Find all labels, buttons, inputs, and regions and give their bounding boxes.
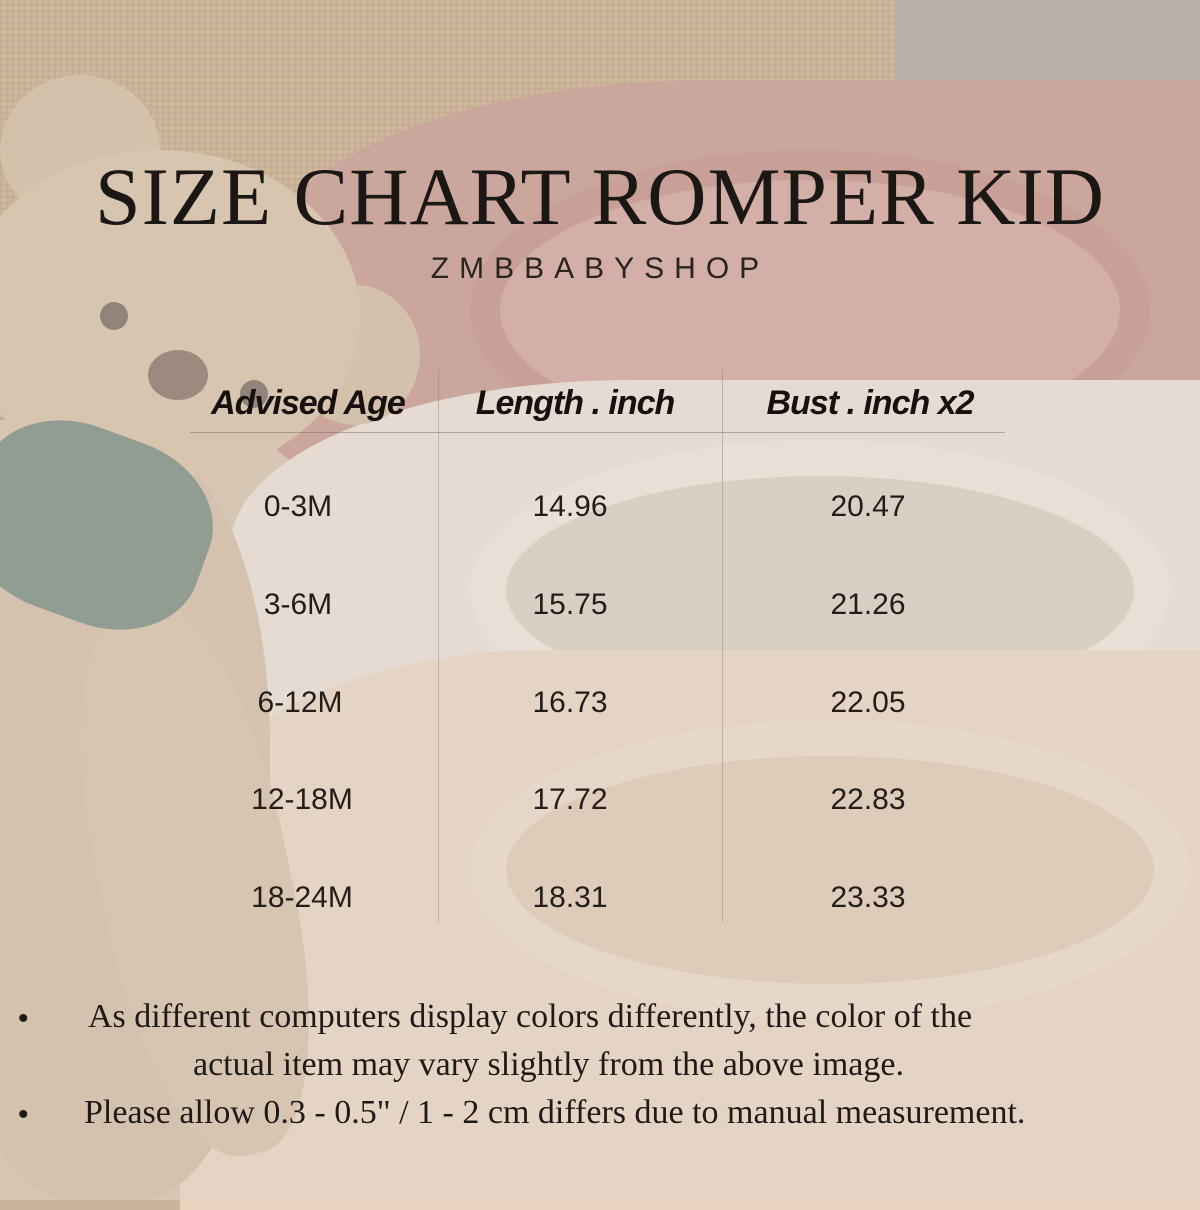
length-cell: 15.75 bbox=[532, 588, 608, 621]
header-advised-age: Advised Age bbox=[211, 384, 406, 422]
header-length: Length . inch bbox=[475, 384, 676, 422]
header-bust: Bust . inch x2 bbox=[766, 384, 974, 422]
bust-cell: 22.05 bbox=[830, 686, 906, 719]
length-cell: 14.96 bbox=[532, 490, 608, 523]
header-divider bbox=[190, 432, 1005, 433]
age-cell: 0-3M bbox=[263, 490, 333, 523]
bust-cell: 22.83 bbox=[830, 783, 906, 816]
column-divider bbox=[438, 370, 439, 922]
column-divider bbox=[722, 370, 723, 922]
bust-cell: 23.33 bbox=[830, 881, 906, 914]
page-title: SIZE CHART ROMPER KID bbox=[94, 151, 1106, 242]
length-cell: 18.31 bbox=[532, 881, 608, 914]
age-cell: 6-12M bbox=[257, 686, 343, 719]
bust-cell: 21.26 bbox=[830, 588, 906, 621]
note-line: actual item may vary slightly from the a… bbox=[193, 1046, 904, 1083]
bust-cell: 20.47 bbox=[830, 490, 906, 523]
brand-name: ZMBBABYSHOP bbox=[430, 252, 770, 285]
length-cell: 16.73 bbox=[532, 686, 608, 719]
note-line: Please allow 0.3 - 0.5" / 1 - 2 cm diffe… bbox=[84, 1094, 1026, 1131]
age-cell: 3-6M bbox=[263, 588, 333, 621]
bullet-icon: • bbox=[18, 1002, 29, 1035]
bullet-icon: • bbox=[18, 1098, 29, 1131]
note-line: As different computers display colors di… bbox=[88, 998, 973, 1035]
age-cell: 12-18M bbox=[251, 783, 353, 816]
age-cell: 18-24M bbox=[251, 881, 353, 914]
length-cell: 17.72 bbox=[532, 783, 608, 816]
